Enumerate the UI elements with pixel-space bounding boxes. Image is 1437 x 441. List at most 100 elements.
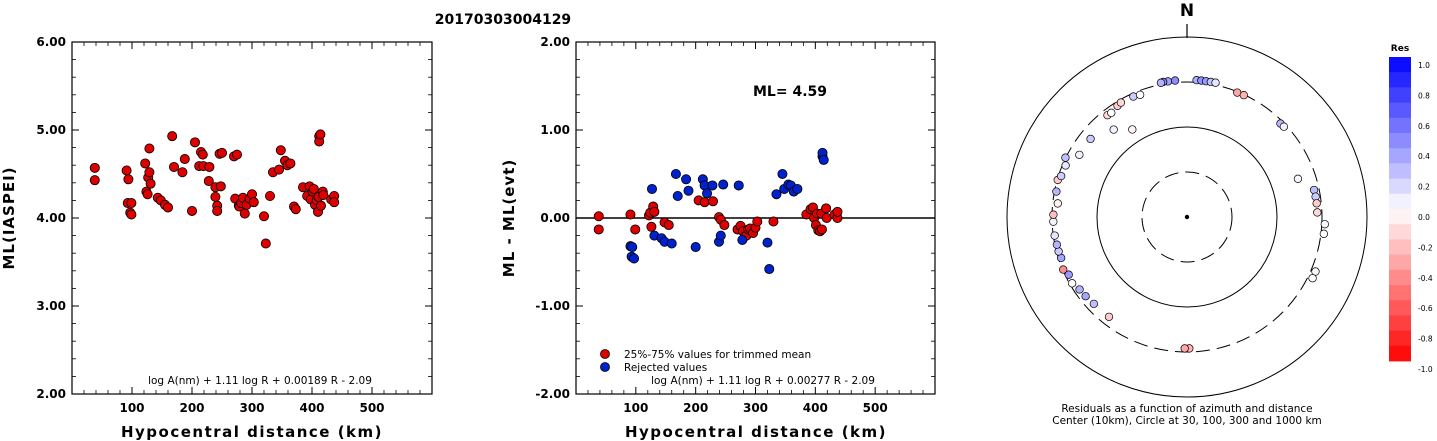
chart2-ml-annotation: ML= 4.59 — [753, 84, 827, 100]
data-point — [275, 145, 286, 156]
data-point — [216, 147, 227, 158]
data-point — [248, 197, 259, 208]
data-point — [177, 167, 188, 178]
y-tick-label: -2.00 — [535, 387, 570, 401]
polar-point — [1052, 187, 1061, 196]
legend-trimmed-label: 25%-75% values for trimmed mean — [624, 349, 811, 361]
chart1-formula: log A(nm) + 1.11 log R + 0.00189 R - 2.0… — [148, 375, 372, 387]
colorbar-tick-label: -0.8 — [1418, 335, 1433, 344]
polar-point — [1050, 231, 1059, 240]
ml-residual-chart: -2.00 -1.00 0.00 1.00 2.00 100 200 300 400 500 M… — [500, 35, 936, 441]
data-point — [144, 167, 155, 178]
data-point — [121, 165, 132, 176]
polar-point — [1061, 161, 1070, 170]
data-point — [210, 191, 221, 202]
colorbar-swatch — [1389, 163, 1411, 179]
data-point — [630, 224, 641, 235]
colorbar-swatch — [1389, 102, 1411, 119]
y-tick-label: 2.00 — [36, 387, 66, 401]
data-point — [123, 174, 134, 185]
colorbar-tick-label: 0.0 — [1418, 213, 1430, 222]
polar-point — [1086, 134, 1095, 144]
data-point — [204, 161, 215, 172]
x-tick-label: 400 — [803, 401, 828, 415]
polar-caption-line1: Residuals as a function of azimuth and d… — [1061, 403, 1312, 415]
y-tick-label: 4.00 — [36, 211, 66, 225]
data-point — [816, 224, 827, 235]
data-point — [764, 264, 775, 275]
data-point — [258, 211, 269, 222]
chart1-x-axis: 100 200 300 400 500 — [83, 42, 421, 415]
polar-point — [1054, 247, 1063, 256]
polar-point — [1293, 174, 1303, 183]
data-point — [140, 158, 151, 169]
data-point — [719, 220, 730, 231]
legend-rejected-marker — [600, 362, 610, 372]
ring-30km — [1141, 171, 1233, 263]
colorbar-tick-label: 0.6 — [1418, 122, 1430, 131]
polar-points — [1049, 76, 1329, 353]
chart2-y-axis: -2.00 -1.00 0.00 1.00 2.00 — [535, 35, 935, 401]
colorbar-swatch — [1389, 285, 1411, 301]
polar-point — [1104, 312, 1114, 321]
polar-point — [1156, 78, 1166, 87]
data-point — [627, 242, 638, 253]
polar-point — [1075, 150, 1084, 160]
x-tick-label: 100 — [623, 401, 648, 415]
colorbar-swatch — [1389, 315, 1411, 331]
colorbar-title: Res — [1391, 44, 1409, 54]
polar-point — [1057, 171, 1066, 181]
data-point — [672, 190, 683, 201]
data-point — [737, 234, 748, 245]
data-point — [126, 209, 137, 220]
chart1-y-label: ML(IASPEI) — [0, 166, 18, 269]
data-point — [315, 200, 326, 211]
chart1-frame — [71, 41, 433, 395]
polar-point — [1109, 125, 1118, 134]
colorbar-swatch — [1389, 87, 1411, 103]
data-point — [144, 143, 155, 154]
data-point — [89, 175, 100, 186]
colorbar-tick-label: 0.4 — [1418, 152, 1430, 161]
x-tick-label: 300 — [239, 401, 264, 415]
data-point — [702, 188, 713, 199]
data-point — [629, 253, 640, 264]
data-point — [683, 185, 694, 196]
colorbar-swatch — [1389, 300, 1411, 316]
colorbar-swatch — [1389, 133, 1411, 149]
polar-point — [1279, 122, 1289, 131]
polar-point — [1049, 210, 1058, 219]
data-point — [733, 180, 744, 191]
colorbar-swatch — [1389, 193, 1411, 210]
data-point — [771, 189, 782, 200]
polar-point — [1319, 229, 1328, 238]
data-point — [832, 206, 843, 217]
colorbar-swatch — [1389, 224, 1411, 240]
polar-point — [1308, 274, 1317, 283]
data-point — [179, 154, 190, 165]
polar-point — [1089, 299, 1098, 309]
x-tick-label: 100 — [119, 401, 144, 415]
polar-point — [1052, 240, 1062, 249]
y-tick-label: 2.00 — [540, 35, 570, 49]
colorbar-swatch — [1389, 178, 1411, 195]
data-point — [126, 198, 137, 209]
ring-100km — [1096, 126, 1278, 308]
y-tick-label: 6.00 — [36, 35, 66, 49]
x-tick-label: 500 — [863, 401, 888, 415]
polar-point — [1061, 153, 1070, 162]
chart2-x-axis: 100 200 300 400 500 — [587, 42, 924, 415]
data-point — [285, 158, 296, 169]
data-point — [777, 168, 788, 179]
data-point — [821, 203, 832, 214]
colorbar-swatch — [1389, 269, 1411, 286]
data-point — [752, 216, 763, 227]
colorbar-tick-label: 1.0 — [1418, 61, 1430, 70]
data-point — [329, 197, 340, 208]
polar-point — [1180, 344, 1189, 353]
data-point — [646, 183, 657, 194]
data-point — [670, 168, 681, 179]
polar-point — [1312, 199, 1321, 208]
data-point — [699, 197, 710, 208]
